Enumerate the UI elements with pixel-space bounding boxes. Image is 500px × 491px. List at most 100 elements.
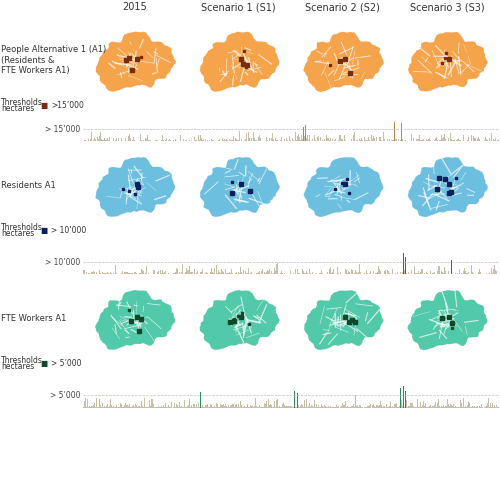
Bar bbox=[356, 406, 357, 408]
Bar bbox=[296, 140, 297, 141]
Bar bbox=[276, 140, 277, 141]
Bar bbox=[478, 138, 480, 141]
Bar bbox=[351, 406, 352, 408]
Bar bbox=[167, 407, 168, 408]
Bar bbox=[227, 140, 228, 141]
Bar bbox=[82, 406, 83, 408]
Bar bbox=[163, 406, 164, 408]
Bar bbox=[400, 140, 401, 141]
Bar bbox=[136, 273, 137, 274]
Bar bbox=[426, 273, 427, 274]
Bar bbox=[332, 139, 333, 141]
Bar bbox=[386, 140, 387, 141]
Bar bbox=[132, 140, 133, 141]
Bar bbox=[116, 406, 117, 408]
Bar bbox=[254, 136, 256, 141]
Bar bbox=[296, 407, 297, 408]
Text: Scenario 3 (S3): Scenario 3 (S3) bbox=[410, 2, 484, 12]
Bar bbox=[403, 253, 404, 274]
Bar bbox=[222, 406, 223, 408]
Bar bbox=[368, 140, 370, 141]
Bar bbox=[202, 140, 203, 141]
Bar bbox=[300, 406, 301, 408]
Bar bbox=[180, 136, 181, 141]
Bar bbox=[86, 407, 87, 408]
Bar bbox=[432, 273, 433, 274]
Bar bbox=[207, 273, 208, 274]
Bar bbox=[376, 137, 377, 141]
Bar bbox=[433, 273, 434, 274]
Bar bbox=[196, 140, 197, 141]
Bar bbox=[173, 273, 174, 274]
Bar bbox=[348, 136, 350, 141]
Bar bbox=[266, 273, 267, 274]
Bar bbox=[250, 140, 251, 141]
Bar bbox=[372, 405, 373, 408]
Bar bbox=[104, 271, 106, 274]
Bar bbox=[83, 271, 84, 274]
Bar bbox=[274, 273, 276, 274]
Bar bbox=[411, 404, 412, 408]
Bar bbox=[257, 407, 258, 408]
Bar bbox=[180, 407, 181, 408]
Bar bbox=[208, 273, 210, 274]
Bar bbox=[113, 138, 114, 141]
Text: hectares: hectares bbox=[1, 362, 34, 371]
Bar bbox=[200, 135, 201, 141]
Bar bbox=[474, 407, 476, 408]
Bar bbox=[423, 401, 424, 408]
Bar bbox=[340, 272, 341, 274]
Bar bbox=[417, 399, 418, 408]
Bar bbox=[137, 407, 138, 408]
Bar bbox=[484, 140, 486, 141]
Bar bbox=[347, 140, 348, 141]
Bar bbox=[467, 273, 468, 274]
Bar bbox=[451, 260, 452, 274]
Bar bbox=[443, 273, 444, 274]
Bar bbox=[218, 407, 220, 408]
Text: 2015: 2015 bbox=[122, 2, 147, 12]
Bar bbox=[98, 399, 100, 408]
Bar bbox=[286, 138, 287, 141]
Bar bbox=[100, 273, 101, 274]
Polygon shape bbox=[304, 32, 384, 92]
Bar bbox=[266, 401, 267, 408]
Bar bbox=[112, 407, 113, 408]
Polygon shape bbox=[96, 32, 176, 91]
Bar bbox=[132, 273, 133, 274]
Bar bbox=[128, 134, 130, 141]
Bar bbox=[184, 273, 186, 274]
Bar bbox=[202, 269, 203, 274]
Bar bbox=[210, 404, 211, 408]
Bar bbox=[411, 134, 412, 141]
Bar bbox=[492, 403, 493, 408]
Bar bbox=[182, 264, 183, 274]
Bar bbox=[188, 400, 190, 408]
Bar bbox=[336, 405, 337, 408]
Text: Scenario 1 (S1): Scenario 1 (S1) bbox=[202, 2, 276, 12]
Bar bbox=[324, 138, 326, 141]
Bar bbox=[417, 273, 418, 274]
Bar bbox=[214, 140, 216, 141]
Bar bbox=[491, 268, 492, 274]
Bar bbox=[251, 272, 252, 274]
Bar bbox=[468, 273, 469, 274]
Text: FTE Workers A1: FTE Workers A1 bbox=[1, 314, 66, 323]
Bar bbox=[118, 407, 120, 408]
Bar bbox=[343, 406, 344, 408]
Text: >15’000: >15’000 bbox=[51, 101, 84, 109]
Bar bbox=[420, 272, 421, 274]
Bar bbox=[464, 407, 466, 408]
Bar bbox=[170, 273, 171, 274]
Bar bbox=[98, 270, 100, 274]
Bar bbox=[463, 398, 464, 408]
Bar bbox=[337, 268, 338, 274]
Bar bbox=[92, 272, 93, 274]
Bar bbox=[193, 273, 194, 274]
Bar bbox=[84, 139, 86, 141]
Bar bbox=[147, 407, 148, 408]
Bar bbox=[314, 273, 316, 274]
Bar bbox=[427, 407, 428, 408]
Bar bbox=[138, 273, 140, 274]
Bar bbox=[278, 406, 280, 408]
